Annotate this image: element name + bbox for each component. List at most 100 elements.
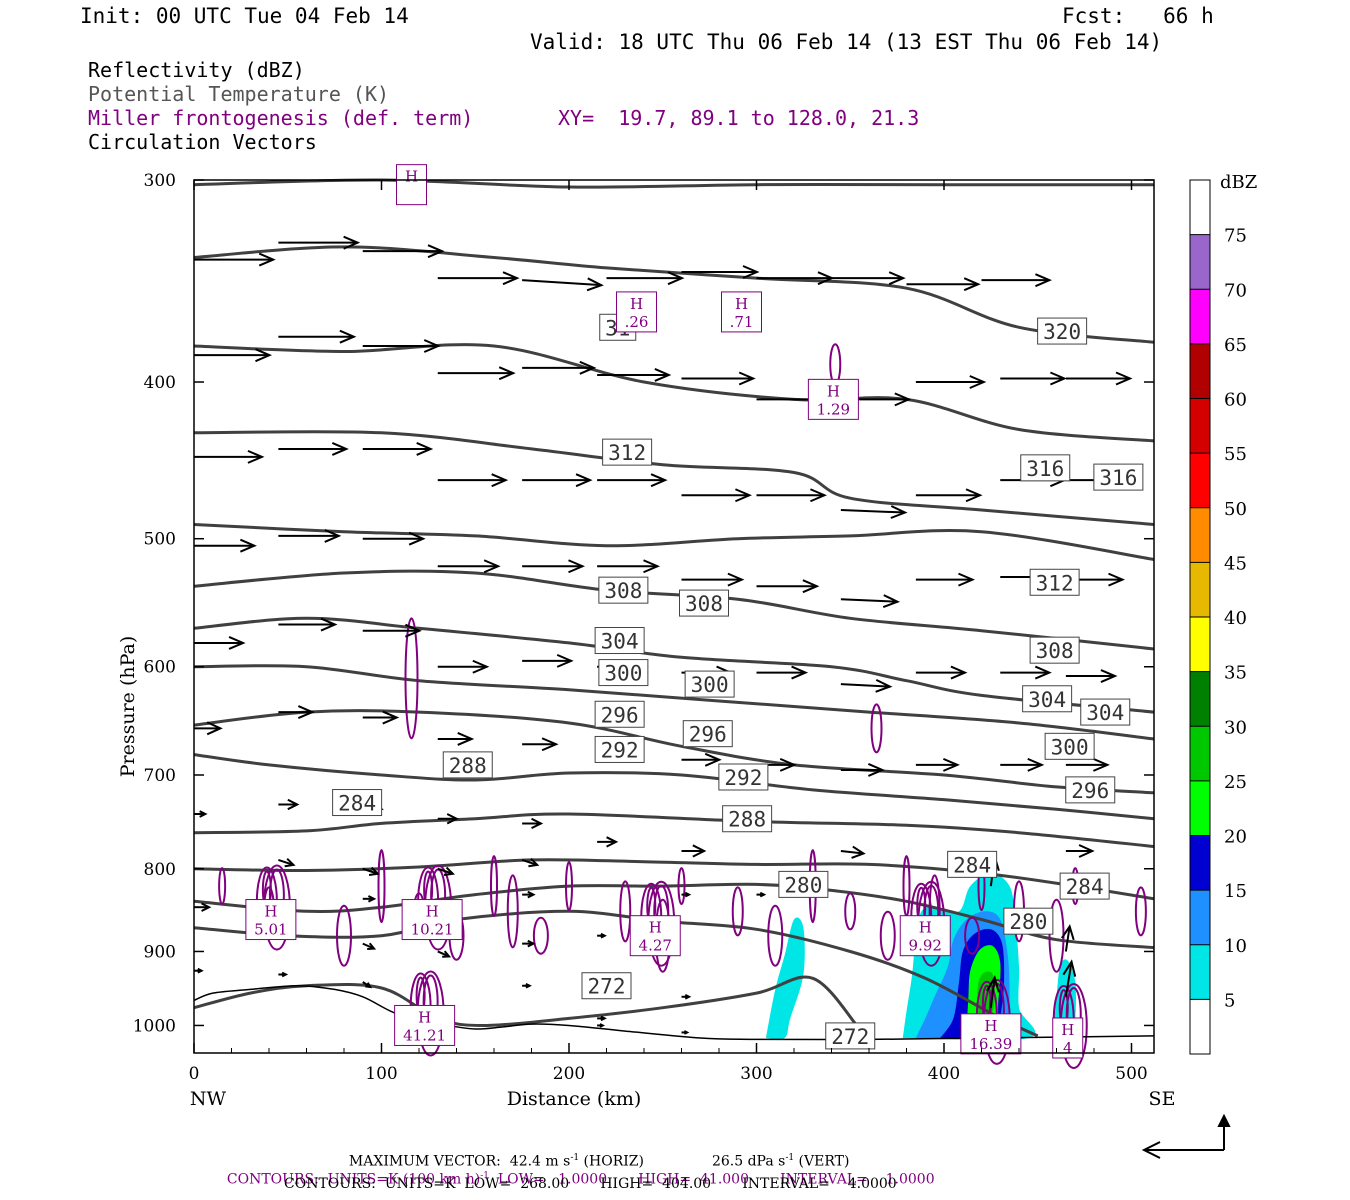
colorbar-cell	[1190, 398, 1210, 454]
init-time: Init: 00 UTC Tue 04 Feb 14	[80, 4, 409, 28]
vector-head	[867, 763, 885, 777]
isentrope-label-text: 304	[601, 630, 639, 654]
circulation-vector	[831, 271, 906, 286]
circulation-vector	[522, 559, 586, 574]
fronto-max-box	[807, 378, 859, 420]
vector-shaft	[522, 279, 602, 287]
reflectivity-area-0	[765, 917, 805, 1040]
isentrope-label-box	[947, 850, 998, 878]
circulation-vector	[194, 721, 223, 736]
fronto-max-value: 16.39	[969, 1035, 1012, 1053]
colorbar-tick-label: 65	[1224, 335, 1247, 356]
fronto-max-value: 41.21	[403, 1026, 446, 1044]
isentrope-label-box	[602, 438, 653, 466]
circulation-vector	[194, 902, 212, 912]
isentrope-label: 316	[1093, 463, 1144, 491]
vector-head	[416, 442, 434, 456]
colorbar-cell	[1190, 780, 1210, 836]
vector-head	[950, 665, 968, 680]
circulation-vector	[437, 813, 459, 825]
y-tick-label: 300	[144, 171, 176, 191]
footer-theta-contours: CONTOURS: UNITS=K LOW= 268.00 HIGH= 404.…	[284, 1176, 897, 1192]
vector-head	[408, 531, 426, 546]
fronto-max-label: H4.27	[629, 915, 681, 957]
isentrope-label-text: 284	[953, 853, 991, 877]
circulation-vector	[522, 653, 574, 668]
isentrope-label-box	[825, 1022, 876, 1050]
circulation-vector	[278, 528, 342, 543]
circulation-vector	[597, 1023, 606, 1028]
isentrope-label: 292	[718, 763, 769, 791]
fronto-max-letter: H	[426, 903, 439, 921]
isentrope-label-text: 272	[588, 975, 626, 999]
vector-head	[606, 836, 619, 848]
isentrope-label-text: 308	[604, 579, 642, 603]
fronto-streak-high	[829, 343, 842, 386]
vector-head	[735, 488, 752, 503]
isentrope-label-box	[718, 763, 769, 791]
isentrope-304	[193, 616, 1155, 714]
isentrope-label-box	[679, 589, 729, 617]
fronto-max-box	[401, 899, 463, 941]
colorbar-tick-label: 55	[1224, 444, 1247, 465]
circulation-vector	[362, 710, 400, 725]
fronto-streak-10	[619, 880, 632, 943]
vector-head	[457, 732, 475, 746]
isentrope-label-text: 288	[449, 754, 487, 778]
vector-head	[779, 757, 797, 772]
fronto-max-box	[960, 1013, 1022, 1055]
vector-head	[1050, 371, 1067, 386]
colorbar-cell	[1190, 890, 1210, 945]
isentrope-label-box	[594, 735, 645, 763]
circulation-vector	[840, 763, 885, 777]
colorbar-tick-label: 15	[1224, 881, 1247, 902]
vector-head	[297, 705, 315, 719]
vector-head	[483, 559, 501, 574]
x-axis-label: Distance (km)	[507, 1088, 642, 1110]
circulation-vector	[1000, 665, 1052, 680]
fronto-streak-25	[1134, 886, 1147, 937]
isentrope-label-box	[1022, 685, 1073, 713]
colorbar-cell	[1190, 835, 1210, 891]
vector-head	[568, 559, 586, 574]
isentrope-label: 304	[1080, 698, 1131, 726]
fronto-max-label: H41.21	[394, 1004, 456, 1046]
isentrope-label-text: 312	[608, 441, 646, 465]
isentrope-label-text: 308	[685, 592, 723, 616]
vector-head	[810, 488, 827, 503]
circulation-vector	[362, 942, 377, 950]
vector-head	[1115, 371, 1133, 386]
vector-head	[1027, 757, 1045, 772]
colorbar-cell	[1190, 671, 1210, 727]
circulation-vector	[597, 932, 607, 939]
isentrope-label-text: 296	[689, 723, 727, 747]
colorbar-cell	[1190, 234, 1210, 290]
vector-head	[197, 967, 204, 974]
colorbar-tick-label: 75	[1224, 226, 1247, 247]
circulation-vector	[362, 531, 426, 546]
legend-circulation-vectors: Circulation Vectors	[88, 130, 317, 154]
colorbar: 5 10 15 20 25 30 35 40 45 50 55 60 65 70 75 dBZ	[1189, 172, 1257, 1055]
circulation-vector	[362, 442, 434, 456]
circulation-vector	[1065, 757, 1110, 772]
circulation-vector	[278, 705, 315, 719]
fronto-max-box	[629, 915, 681, 957]
colorbar-tick-label: 40	[1224, 608, 1247, 629]
legend-reflectivity: Reflectivity (dBZ)	[88, 58, 305, 82]
vector-head	[1062, 959, 1077, 977]
vector-head	[1061, 924, 1075, 941]
isentrope-312	[193, 523, 1155, 561]
colorbar-cell	[1190, 289, 1210, 344]
vector-head	[742, 265, 760, 279]
vector-head	[472, 659, 490, 674]
vector-head	[942, 757, 960, 772]
isentrope-324	[193, 245, 1155, 344]
vector-head	[986, 975, 1000, 993]
isentrope-label: 284	[1059, 872, 1110, 900]
y-tick-label: 500	[144, 530, 176, 550]
colorbar-tick-label: 50	[1224, 499, 1247, 520]
vector-head	[239, 538, 257, 553]
isentrope-layer	[193, 178, 1155, 1041]
circulation-vector	[981, 273, 1052, 288]
isentrope-label-box	[1029, 568, 1080, 596]
